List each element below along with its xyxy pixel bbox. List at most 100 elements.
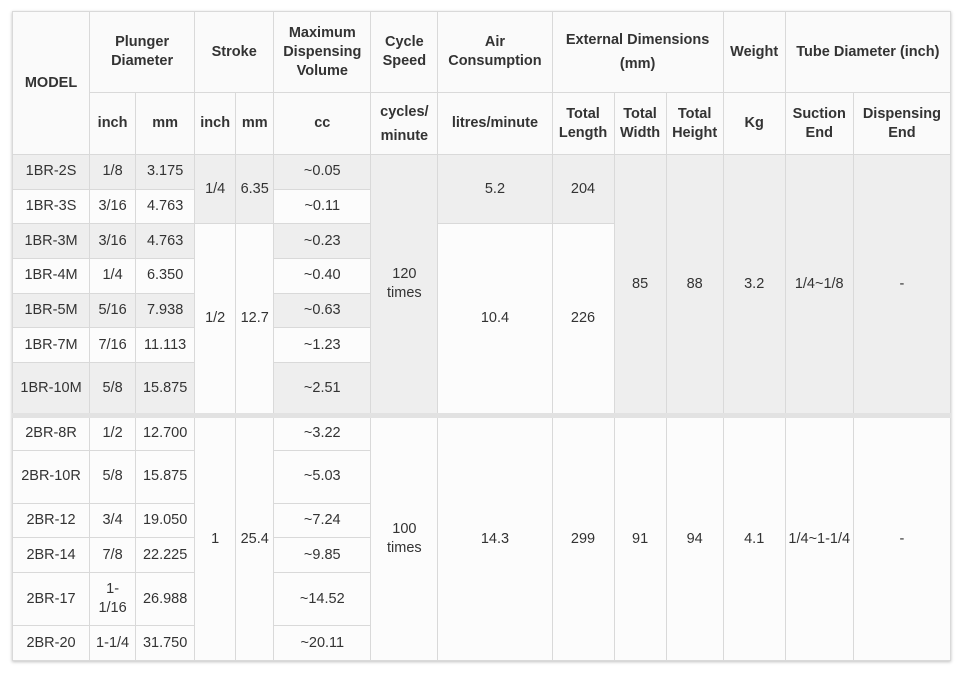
model-cell: 2BR-10R (11, 449, 91, 504)
stroke-inch-cell: 1/4 (194, 153, 237, 225)
subheader-cycle-unit-line2: minute (380, 127, 429, 144)
total-length-cell: 226 (551, 223, 615, 417)
stroke-mm-cell: 6.35 (235, 153, 275, 225)
air-consumption-cell: 10.4 (437, 223, 553, 417)
model-cell: 1BR-3M (11, 223, 91, 260)
volume-cell: ~1.23 (273, 327, 372, 364)
plunger-mm-cell: 22.225 (135, 537, 196, 574)
plunger-inch-cell: 1-1/4 (89, 625, 137, 661)
header-tube-diameter: Tube Diameter (inch) (784, 11, 952, 93)
dispensing-end-cell: - (852, 153, 952, 417)
volume-cell: ~0.23 (273, 223, 372, 260)
table-row: 1BR-4M 1/4 6.350 ~0.40 (11, 258, 951, 294)
plunger-inch-cell: 1/8 (89, 154, 137, 190)
plunger-mm-cell: 26.988 (135, 572, 196, 627)
volume-cell: ~0.11 (273, 188, 372, 225)
table-row: 2BR-8R 1/2 12.700 1 25.4 ~3.22 100 times… (11, 413, 952, 661)
plunger-mm-cell: 7.938 (135, 292, 196, 329)
plunger-mm-cell: 19.050 (135, 502, 196, 539)
model-cell: 2BR-8R (11, 413, 91, 451)
volume-cell: ~0.63 (273, 292, 372, 329)
header-external-dimensions-label: External Dimensions (565, 32, 710, 48)
subheader-cycle-unit-line1: cycles/ (380, 103, 429, 120)
suction-end-cell: 1/4~1/8 (784, 153, 854, 417)
specification-table: MODEL Plunger Diameter Stroke Maximum Di… (11, 11, 952, 661)
plunger-inch-cell: 5/8 (89, 449, 137, 504)
table-row: 1BR-3S 3/16 4.763 ~0.11 (11, 188, 951, 225)
volume-cell: ~7.24 (273, 502, 372, 539)
weight-cell: 4.1 (722, 413, 786, 661)
model-cell: 1BR-5M (11, 292, 91, 329)
plunger-inch-cell: 1-1/16 (89, 572, 137, 627)
table-row: 2BR-17 1-1/16 26.988 ~14.52 (11, 572, 951, 627)
plunger-inch-cell: 3/16 (89, 188, 137, 225)
model-cell: 1BR-10M (11, 362, 91, 417)
stroke-inch-cell: 1 (194, 413, 237, 661)
total-length-cell: 204 (551, 153, 615, 225)
subheader-total-height: Total Height (665, 92, 724, 155)
subheader-total-length: Total Length (551, 92, 615, 155)
total-width-cell: 85 (613, 153, 667, 417)
cycle-speed-cell: 100 times (370, 413, 439, 661)
model-cell: 1BR-7M (11, 327, 91, 364)
stroke-mm-cell: 12.7 (235, 223, 275, 417)
plunger-mm-cell: 11.113 (135, 327, 196, 364)
table-row: 2BR-14 7/8 22.225 ~9.85 (11, 537, 951, 574)
volume-cell: ~9.85 (273, 537, 372, 574)
header-model: MODEL (11, 11, 91, 155)
plunger-mm-cell: 6.350 (135, 258, 196, 294)
subheader-suction-end: Suction End (784, 92, 854, 155)
total-length-cell: 299 (551, 413, 615, 661)
table-row: 2BR-10R 5/8 15.875 ~5.03 (11, 449, 951, 504)
model-cell: 2BR-12 (11, 502, 91, 539)
subheader-plunger-inch: inch (89, 92, 137, 155)
volume-cell: ~14.52 (273, 572, 372, 627)
volume-cell: ~2.51 (273, 362, 372, 417)
subheader-volume-unit: cc (273, 92, 372, 155)
header-external-dimensions: External Dimensions (mm) (551, 11, 724, 93)
model-cell: 1BR-2S (11, 154, 91, 190)
stroke-inch-cell: 1/2 (194, 223, 237, 417)
subheader-stroke-inch: inch (194, 92, 237, 155)
air-consumption-cell: 14.3 (437, 413, 553, 661)
volume-cell: ~3.22 (273, 413, 372, 451)
dispensing-end-cell: - (852, 413, 952, 661)
weight-cell: 3.2 (722, 153, 786, 417)
table-row: 2BR-12 3/4 19.050 ~7.24 (11, 502, 951, 539)
plunger-mm-cell: 31.750 (135, 625, 196, 661)
plunger-inch-cell: 3/4 (89, 502, 137, 539)
plunger-inch-cell: 7/8 (89, 537, 137, 574)
plunger-inch-cell: 7/16 (89, 327, 137, 364)
subheader-air-unit: litres/minute (437, 92, 553, 155)
table-row: 2BR-20 1-1/4 31.750 ~20.11 (11, 625, 951, 661)
stroke-mm-cell: 25.4 (235, 413, 275, 661)
header-stroke: Stroke (194, 11, 275, 93)
plunger-inch-cell: 5/16 (89, 292, 137, 329)
total-height-cell: 88 (665, 153, 724, 417)
plunger-inch-cell: 5/8 (89, 362, 137, 417)
total-width-cell: 91 (613, 413, 667, 661)
subheader-stroke-mm: mm (235, 92, 275, 155)
header-row: MODEL Plunger Diameter Stroke Maximum Di… (11, 11, 952, 155)
plunger-mm-cell: 4.763 (135, 223, 196, 260)
plunger-mm-cell: 15.875 (135, 362, 196, 417)
subheader-total-width: Total Width (613, 92, 667, 155)
model-cell: 2BR-14 (11, 537, 91, 574)
volume-cell: ~5.03 (273, 449, 372, 504)
subheader-weight-unit: Kg (722, 92, 786, 155)
header-weight: Weight (722, 11, 786, 93)
table-row: 1BR-2S 1/8 3.175 1/4 6.35 ~0.05 120 time… (11, 153, 952, 417)
model-cell: 1BR-3S (11, 188, 91, 225)
header-max-volume: Maximum Dispensing Volume (273, 11, 372, 93)
air-consumption-cell: 5.2 (437, 153, 553, 225)
total-height-cell: 94 (665, 413, 724, 661)
header-plunger-diameter: Plunger Diameter (89, 11, 196, 93)
header-cycle-speed: Cycle Speed (370, 11, 439, 93)
model-cell: 2BR-17 (11, 572, 91, 627)
plunger-inch-cell: 3/16 (89, 223, 137, 260)
header-external-dimensions-unit: (mm) (619, 56, 656, 72)
volume-cell: ~20.11 (273, 625, 372, 661)
plunger-mm-cell: 4.763 (135, 188, 196, 225)
plunger-mm-cell: 3.175 (135, 154, 196, 190)
subheader-cycle-unit: cycles/ minute (370, 92, 439, 155)
